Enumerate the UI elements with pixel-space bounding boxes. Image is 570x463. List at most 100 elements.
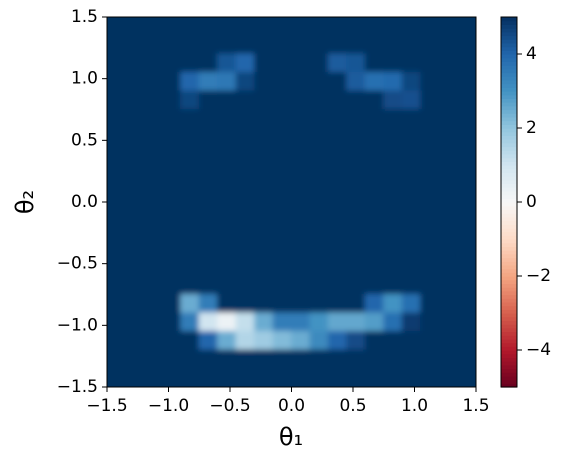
heatmap-cell — [143, 257, 163, 277]
colorbar-segment — [501, 98, 517, 103]
heatmap-cell — [161, 35, 182, 55]
heatmap-cell — [272, 368, 292, 387]
colorbar-segment — [501, 250, 517, 255]
heatmap-cell — [198, 183, 219, 203]
colorbar-segment — [501, 379, 517, 384]
colorbar-segment — [501, 213, 517, 218]
heatmap-cell — [180, 109, 200, 129]
heatmap-cell — [180, 90, 200, 110]
heatmap-cell — [180, 368, 200, 387]
heatmap-cell — [217, 183, 237, 203]
heatmap-cell — [327, 72, 348, 92]
colorbar-segment — [501, 176, 517, 181]
heatmap-cell — [235, 127, 256, 147]
heatmap-cell — [235, 312, 256, 332]
heatmap-cell — [235, 294, 256, 314]
heatmap-cell — [346, 127, 366, 147]
heatmap-cell — [346, 35, 366, 55]
heatmap-cell — [217, 312, 237, 332]
heatmap-cell — [161, 146, 182, 166]
colorbar-segment — [501, 72, 517, 77]
colorbar-segment — [501, 253, 517, 259]
colorbar-segment — [501, 361, 517, 366]
heatmap-cell — [364, 127, 385, 147]
heatmap-cell — [272, 17, 292, 36]
heatmap-cell — [235, 183, 256, 203]
heatmap-cell — [107, 238, 126, 258]
heatmap-cell — [107, 368, 126, 387]
heatmap-cell — [217, 238, 237, 258]
heatmap-cell — [198, 35, 219, 55]
heatmap-cell — [291, 109, 311, 129]
heatmap-cell — [401, 53, 422, 73]
heatmap-cell — [438, 257, 459, 277]
heatmap-cell — [327, 368, 348, 387]
heatmap-cell — [438, 275, 459, 295]
heatmap-cell — [143, 109, 163, 129]
heatmap-cell — [198, 294, 219, 314]
heatmap-cell — [364, 238, 385, 258]
heatmap-cell — [364, 53, 385, 73]
heatmap-cell — [438, 164, 459, 184]
heatmap-cell — [124, 17, 145, 36]
heatmap-cell — [309, 53, 329, 73]
heatmap-cell — [364, 35, 385, 55]
heatmap-cell — [161, 72, 182, 92]
heatmap-cell — [198, 238, 219, 258]
colorbar-segment — [501, 135, 517, 140]
heatmap-cell — [346, 201, 366, 221]
heatmap-cell — [401, 90, 422, 110]
heatmap-cell — [235, 220, 256, 240]
heatmap-cell — [161, 294, 182, 314]
colorbar-segment — [501, 20, 517, 25]
heatmap-cell — [364, 17, 385, 36]
heatmap-cell — [309, 164, 329, 184]
heatmap-cell — [327, 164, 348, 184]
heatmap-cell — [235, 109, 256, 129]
heatmap-cell — [107, 257, 126, 277]
heatmap-cell — [254, 17, 274, 36]
heatmap-cell — [143, 146, 163, 166]
colorbar-segment — [501, 261, 517, 266]
heatmap-cell — [327, 90, 348, 110]
heatmap-cell — [235, 238, 256, 258]
heatmap-cell — [180, 257, 200, 277]
colorbar-segment — [501, 202, 517, 207]
x-tick-label: 1.0 — [401, 396, 428, 416]
heatmap-cell — [124, 349, 145, 369]
colorbar-segment — [501, 120, 517, 125]
colorbar-segment — [501, 17, 517, 22]
heatmap-cell — [383, 349, 403, 369]
heatmap-cell — [438, 72, 459, 92]
heatmap-cell — [364, 164, 385, 184]
heatmap-cell — [107, 17, 126, 36]
heatmap-cell — [457, 294, 476, 314]
heatmap-cell — [235, 35, 256, 55]
heatmap-cell — [161, 312, 182, 332]
heatmap-cell — [438, 312, 459, 332]
heatmap-cell — [346, 275, 366, 295]
colorbar-segment — [501, 327, 517, 333]
heatmap-cell — [364, 90, 385, 110]
heatmap-cell — [309, 17, 329, 36]
heatmap-cell — [272, 72, 292, 92]
x-tick-label: 1.5 — [462, 396, 489, 416]
colorbar-segment — [501, 150, 517, 155]
colorbar-segment — [501, 146, 517, 151]
heatmap-cell — [124, 72, 145, 92]
heatmap-cell — [420, 312, 440, 332]
heatmap-cell — [401, 35, 422, 55]
heatmap-cell — [291, 294, 311, 314]
heatmap-cell — [161, 183, 182, 203]
heatmap-cell — [346, 220, 366, 240]
heatmap-cell — [327, 294, 348, 314]
heatmap-cell — [291, 257, 311, 277]
heatmap-cell — [401, 275, 422, 295]
heatmap-cell — [401, 127, 422, 147]
heatmap-cell — [217, 35, 237, 55]
heatmap-cell — [217, 109, 237, 129]
heatmap-cell — [272, 220, 292, 240]
colorbar-segment — [501, 375, 517, 381]
colorbar-segment — [501, 83, 517, 88]
colorbar-segment — [501, 50, 517, 55]
